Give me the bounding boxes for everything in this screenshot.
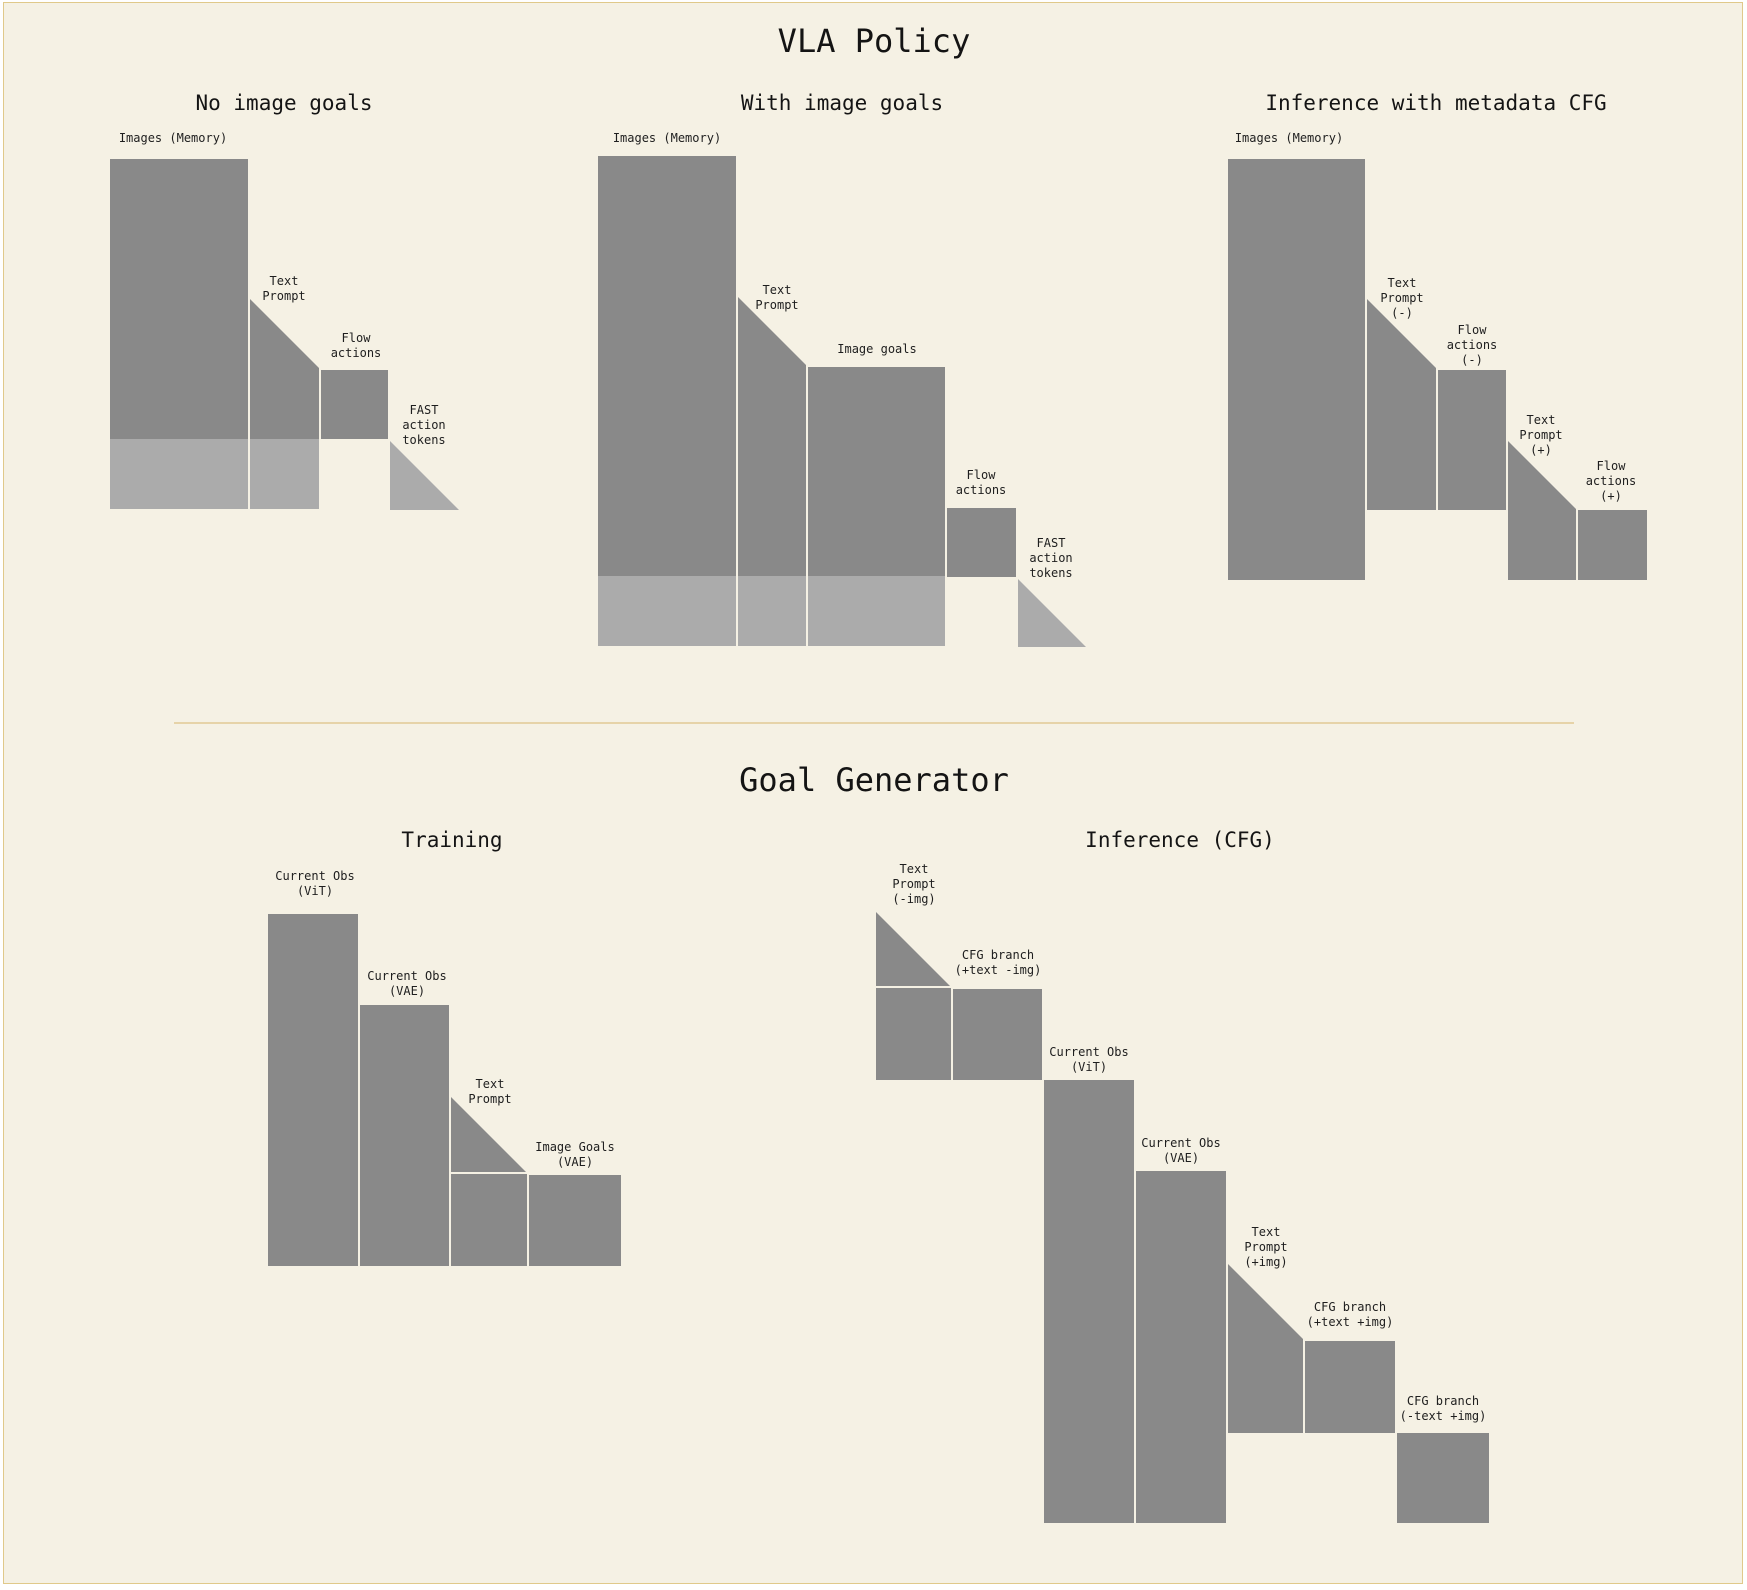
- block-text-prompt-img: [1228, 1264, 1303, 1433]
- block-image-goals: [808, 367, 945, 576]
- block-images-memory: [1228, 159, 1365, 580]
- block-images-memory: [598, 156, 736, 576]
- panel-inference-cfg: Inference (CFG) Text Prompt (-img) CFG bra…: [876, 828, 1489, 1523]
- attention-mask-diagram: VLA Policy Goal Generator No image goals…: [110, 22, 1647, 1523]
- block-current-obs-vae: [360, 1005, 449, 1266]
- block-text-prompt: [250, 299, 319, 439]
- panel-title: Inference (CFG): [1085, 828, 1275, 852]
- label-current-obs-vit: Current Obs (ViT): [1049, 1045, 1128, 1074]
- panel-no-image-goals: No image goals Images (Memory) Text Promp…: [110, 91, 459, 510]
- label-text-prompt-pos: Text Prompt (+): [1519, 413, 1562, 457]
- block-current-obs-vit: [1044, 1080, 1134, 1523]
- block-flow-actions: [321, 370, 388, 439]
- label-cfg-text-noimg: CFG branch (+text -img): [955, 948, 1042, 977]
- goal-generator-title: Goal Generator: [739, 761, 1009, 799]
- label-image-goals-vae: Image Goals (VAE): [535, 1140, 614, 1169]
- block-images-memory-lower: [110, 439, 248, 509]
- block-cfg-notext-img: [1397, 1433, 1489, 1523]
- block-text-prompt-pos: [1508, 441, 1576, 580]
- block-current-obs-vit: [268, 914, 358, 1266]
- block-fast-tokens: [1018, 579, 1086, 647]
- diagram-canvas: VLA Policy Goal Generator No image goals…: [3, 2, 1743, 1584]
- label-flow-actions-neg: Flow actions (-): [1447, 323, 1498, 367]
- panel-title: Training: [401, 828, 502, 852]
- block-text-prompt-lower: [738, 576, 806, 646]
- label-text-prompt-noimg: Text Prompt (-img): [892, 862, 935, 906]
- label-current-obs-vit: Current Obs (ViT): [275, 869, 354, 898]
- panel-inference-metadata-cfg: Inference with metadata CFG Images (Memo…: [1228, 91, 1647, 580]
- block-cfg-text-noimg: [953, 989, 1042, 1080]
- label-flow-actions: Flow actions: [331, 331, 382, 360]
- block-fast-tokens: [390, 441, 459, 510]
- block-cfg-text-img: [1305, 1341, 1395, 1433]
- block-image-goals-vae: [529, 1175, 621, 1266]
- label-cfg-text-img: CFG branch (+text +img): [1307, 1300, 1394, 1329]
- block-images-memory-lower: [598, 576, 736, 646]
- label-fast-tokens: FAST action tokens: [1029, 536, 1072, 580]
- block-text-prompt-lower: [250, 439, 319, 509]
- label-images-memory: Images (Memory): [1235, 131, 1343, 145]
- label-flow-actions: Flow actions: [956, 468, 1007, 497]
- block-text-prompt-noimg: [876, 912, 951, 1080]
- label-cfg-notext-img: CFG branch (-text +img): [1400, 1394, 1487, 1423]
- label-image-goals: Image goals: [837, 342, 916, 356]
- block-flow-actions: [947, 508, 1016, 577]
- vla-policy-title: VLA Policy: [778, 22, 971, 60]
- label-images-memory: Images (Memory): [119, 131, 227, 145]
- block-text-prompt: [738, 297, 806, 576]
- panel-title: With image goals: [741, 91, 943, 115]
- label-current-obs-vae: Current Obs (VAE): [367, 969, 446, 998]
- block-current-obs-vae: [1136, 1171, 1226, 1523]
- label-text-prompt-neg: Text Prompt (-): [1380, 276, 1423, 320]
- block-flow-actions-pos: [1578, 510, 1647, 580]
- block-flow-actions-neg: [1438, 370, 1506, 510]
- label-flow-actions-pos: Flow actions (+): [1586, 459, 1637, 503]
- label-fast-tokens: FAST action tokens: [402, 403, 445, 447]
- block-images-memory: [110, 159, 248, 439]
- label-images-memory: Images (Memory): [613, 131, 721, 145]
- label-text-prompt-img: Text Prompt (+img): [1244, 1225, 1287, 1269]
- label-text-prompt: Text Prompt: [262, 274, 305, 303]
- block-text-prompt-neg: [1367, 299, 1436, 510]
- block-image-goals-lower: [808, 576, 945, 646]
- label-text-prompt: Text Prompt: [755, 283, 798, 312]
- panel-with-image-goals: With image goals Images (Memory) Text Pro…: [598, 91, 1086, 647]
- label-text-prompt: Text Prompt: [468, 1077, 511, 1106]
- panel-title: Inference with metadata CFG: [1265, 91, 1606, 115]
- panel-training: Training Current Obs (ViT) Current Obs (VA…: [268, 828, 621, 1266]
- label-current-obs-vae: Current Obs (VAE): [1141, 1136, 1220, 1165]
- block-text-prompt: [451, 1097, 527, 1266]
- panel-title: No image goals: [195, 91, 372, 115]
